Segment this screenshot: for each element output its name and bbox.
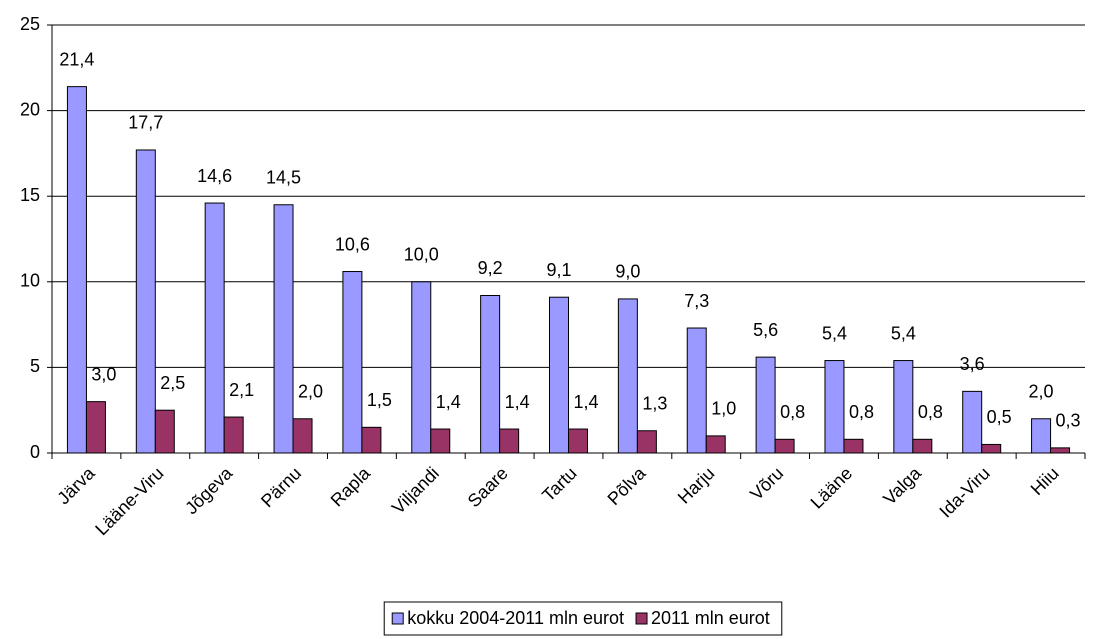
bar	[843, 438, 864, 454]
bar	[686, 327, 707, 454]
bar	[568, 428, 588, 454]
bar	[1031, 418, 1052, 454]
value-label: 9,0	[615, 262, 640, 282]
value-label: 10,6	[335, 234, 370, 254]
value-label: 0,8	[849, 402, 874, 422]
legend-swatch	[391, 612, 404, 625]
bar	[774, 438, 795, 454]
value-label: 3,6	[960, 354, 985, 374]
value-label: 1,4	[573, 392, 598, 412]
bar	[411, 281, 432, 454]
value-label: 2,1	[229, 380, 254, 400]
legend-label: 2011 mln eurot	[651, 608, 770, 628]
y-tick-label: 5	[30, 356, 40, 376]
legend: kokku 2004-2011 mln eurot 2011 mln eurot	[383, 601, 783, 636]
x-tick-label: Hiiu	[1027, 463, 1063, 499]
value-label: 14,6	[197, 166, 232, 186]
bar	[755, 356, 776, 454]
bar	[342, 271, 363, 454]
x-tick-label: Pärnu	[257, 463, 305, 511]
value-label: 0,3	[1056, 411, 1081, 431]
y-tick-label: 0	[30, 442, 40, 462]
bar	[430, 428, 451, 454]
value-label: 17,7	[128, 113, 163, 133]
value-label: 2,5	[160, 373, 185, 393]
value-label: 9,1	[546, 260, 571, 280]
bar	[204, 202, 225, 454]
bar	[636, 430, 657, 454]
value-label: 1,4	[505, 392, 530, 412]
bar	[85, 401, 106, 454]
bar	[273, 204, 294, 454]
legend-swatch	[635, 612, 648, 625]
x-tick-label: Ida-Viru	[935, 463, 993, 521]
y-tick-label: 10	[20, 271, 40, 291]
bar	[154, 409, 175, 454]
bar	[499, 428, 520, 454]
value-label: 5,4	[891, 323, 916, 343]
bar	[962, 390, 983, 454]
y-tick-label: 25	[20, 14, 40, 34]
x-tick-label: Valga	[879, 462, 925, 508]
x-tick-label: Lääne	[807, 463, 857, 513]
x-tick-label: Võru	[746, 463, 787, 504]
value-label: 14,5	[266, 168, 301, 188]
x-tick-label: Jõgeva	[181, 462, 237, 518]
bar	[617, 298, 638, 454]
x-tick-label: Rapla	[327, 462, 375, 510]
value-label: 5,6	[753, 320, 778, 340]
value-label: 1,0	[711, 399, 736, 419]
bar	[480, 294, 501, 454]
value-label: 2,0	[298, 382, 323, 402]
value-label: 1,4	[436, 392, 461, 412]
x-tick-label: Tartu	[538, 463, 580, 505]
bar	[705, 435, 726, 454]
value-label: 7,3	[684, 291, 709, 311]
value-label: 0,8	[780, 402, 805, 422]
bar	[361, 426, 382, 454]
value-label: 21,4	[59, 49, 94, 69]
bar	[1050, 447, 1071, 454]
bar	[292, 418, 313, 454]
value-label: 0,5	[987, 407, 1012, 427]
x-tick-label: Saare	[464, 463, 512, 511]
bar	[981, 443, 1002, 454]
value-label: 2,0	[1029, 382, 1054, 402]
bar	[893, 360, 914, 454]
value-label: 1,5	[367, 390, 392, 410]
y-tick-label: 15	[20, 185, 40, 205]
bar	[135, 149, 156, 454]
bar	[912, 438, 933, 454]
bar	[223, 416, 244, 454]
x-tick-label: Järva	[53, 462, 99, 508]
bar	[549, 296, 569, 454]
value-label: 5,4	[822, 323, 847, 343]
value-label: 9,2	[478, 258, 503, 278]
legend-box	[383, 601, 783, 636]
value-label: 3,0	[91, 364, 116, 384]
legend-label: kokku 2004-2011 mln eurot	[407, 608, 624, 628]
bar	[824, 360, 845, 454]
x-tick-label: Põlva	[604, 462, 651, 509]
y-tick-label: 20	[20, 99, 40, 119]
value-label: 10,0	[404, 245, 439, 265]
x-tick-label: Viljandi	[388, 463, 443, 518]
x-tick-label: Lääne-Viru	[91, 463, 167, 539]
value-label: 1,3	[642, 393, 667, 413]
value-label: 0,8	[918, 402, 943, 422]
x-tick-label: Harju	[674, 463, 719, 508]
bar	[66, 86, 87, 454]
